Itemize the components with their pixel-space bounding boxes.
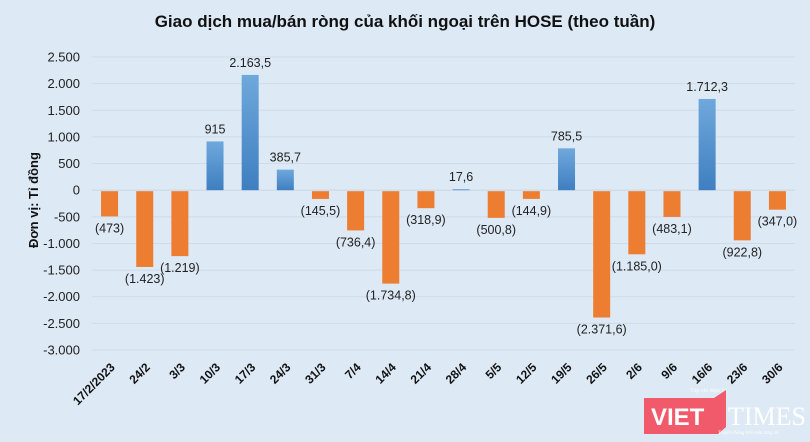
data-label: (1.185,0) — [612, 259, 662, 273]
y-tick-label: -2.500 — [43, 316, 80, 331]
x-tick-label: 21/4 — [408, 360, 435, 387]
watermark-tagline-bottom: Truyền thông trên nền tảng số — [718, 431, 779, 436]
bar-16-6 — [698, 98, 716, 191]
x-tick-label: 24/2 — [126, 360, 153, 387]
y-tick-label: -1.500 — [43, 263, 80, 278]
bar-28-4 — [452, 189, 470, 191]
x-tick-label: 17/3 — [232, 360, 259, 387]
y-axis-label: Đơn vị: Tỉ đồng — [26, 152, 41, 248]
data-label: 385,7 — [270, 151, 301, 165]
data-label: (1.219) — [160, 261, 200, 275]
y-tick-label: 2.000 — [47, 76, 80, 91]
data-label: 915 — [205, 122, 226, 136]
x-tick-label: 19/5 — [548, 360, 575, 387]
x-tick-label: 9/6 — [658, 360, 680, 382]
y-tick-label: -1.000 — [43, 236, 80, 251]
bar-10-3 — [206, 141, 224, 191]
x-tick-label: 7/4 — [342, 360, 364, 382]
bar-12-5 — [522, 191, 540, 199]
y-axis-tick-labels: 2.500 2.000 1.500 1.000 500 0 -500 -1.000 -1.500… — [43, 50, 80, 358]
bar-19-5 — [558, 148, 576, 191]
x-tick-label: 24/3 — [267, 360, 294, 387]
x-tick-label: 26/5 — [583, 360, 610, 387]
x-tick-label: 17/2/2023 — [70, 360, 118, 408]
x-tick-label: 3/3 — [166, 360, 188, 382]
x-tick-label: 5/5 — [483, 360, 505, 382]
bar-26-5 — [593, 191, 611, 318]
bar-3-3 — [171, 191, 189, 257]
bars — [101, 74, 786, 318]
data-label: (144,9) — [512, 204, 552, 218]
y-tick-label: 500 — [58, 156, 80, 171]
data-label: (1.734,8) — [366, 289, 416, 303]
bar-21-4 — [417, 191, 435, 209]
y-tick-label: -500 — [54, 209, 80, 224]
bar-2-6 — [628, 191, 646, 255]
x-tick-label: 12/5 — [513, 360, 540, 387]
bar-17-3 — [241, 74, 259, 191]
bar-31-3 — [311, 191, 329, 199]
data-label: (1.423) — [125, 272, 165, 286]
x-tick-label: 31/3 — [302, 360, 329, 387]
bar-5-5 — [487, 191, 505, 218]
data-label: (347,0) — [758, 215, 798, 229]
y-tick-label: -2.000 — [43, 289, 80, 304]
viettimes-watermark: Tạp chí điện tử VIET TIMES Truyền thông … — [638, 382, 810, 437]
bar-30-6 — [768, 191, 786, 210]
data-label: (500,8) — [476, 223, 516, 237]
bar-14-4 — [382, 191, 400, 284]
chart-title: Giao dịch mua/bán ròng của khối ngoại tr… — [154, 12, 656, 31]
data-label: 17,6 — [449, 170, 473, 184]
watermark-brand-left: VIET — [651, 404, 705, 431]
data-label: (2.371,6) — [577, 323, 627, 337]
gridlines — [92, 56, 795, 351]
y-tick-label: 1.000 — [47, 129, 80, 144]
data-label: 1.712,3 — [686, 80, 728, 94]
data-label: (483,1) — [652, 222, 692, 236]
data-label: 2.163,5 — [229, 56, 271, 70]
bar-7-4 — [347, 191, 365, 231]
bar-23-6 — [733, 191, 751, 241]
y-tick-label: -3.000 — [43, 343, 80, 358]
data-label: 785,5 — [551, 129, 582, 143]
bar-9-6 — [663, 191, 681, 217]
y-tick-label: 0 — [73, 183, 80, 198]
data-label: (736,4) — [336, 235, 376, 249]
data-label: (473) — [95, 221, 124, 235]
watermark-logo-shape — [644, 390, 726, 434]
x-tick-label: 28/4 — [443, 360, 470, 387]
x-tick-label: 10/3 — [197, 360, 224, 387]
bar-24-2 — [136, 191, 154, 267]
data-labels: (473) (1.423)(1.219) 915 2.163,5 385,7 (145,5… — [95, 56, 797, 337]
data-label: (318,9) — [406, 213, 446, 227]
y-tick-label: 2.500 — [47, 50, 80, 65]
bar-17-2-2023 — [101, 191, 119, 217]
data-label: (922,8) — [722, 245, 762, 259]
y-tick-label: 1.500 — [47, 103, 80, 118]
bar-24-3 — [276, 169, 294, 191]
x-tick-label: 2/6 — [623, 360, 645, 382]
watermark-tagline-top: Tạp chí điện tử — [690, 388, 727, 394]
data-label: (145,5) — [301, 204, 341, 218]
x-tick-label: 14/4 — [372, 360, 399, 387]
watermark-brand-right: TIMES — [728, 402, 806, 431]
